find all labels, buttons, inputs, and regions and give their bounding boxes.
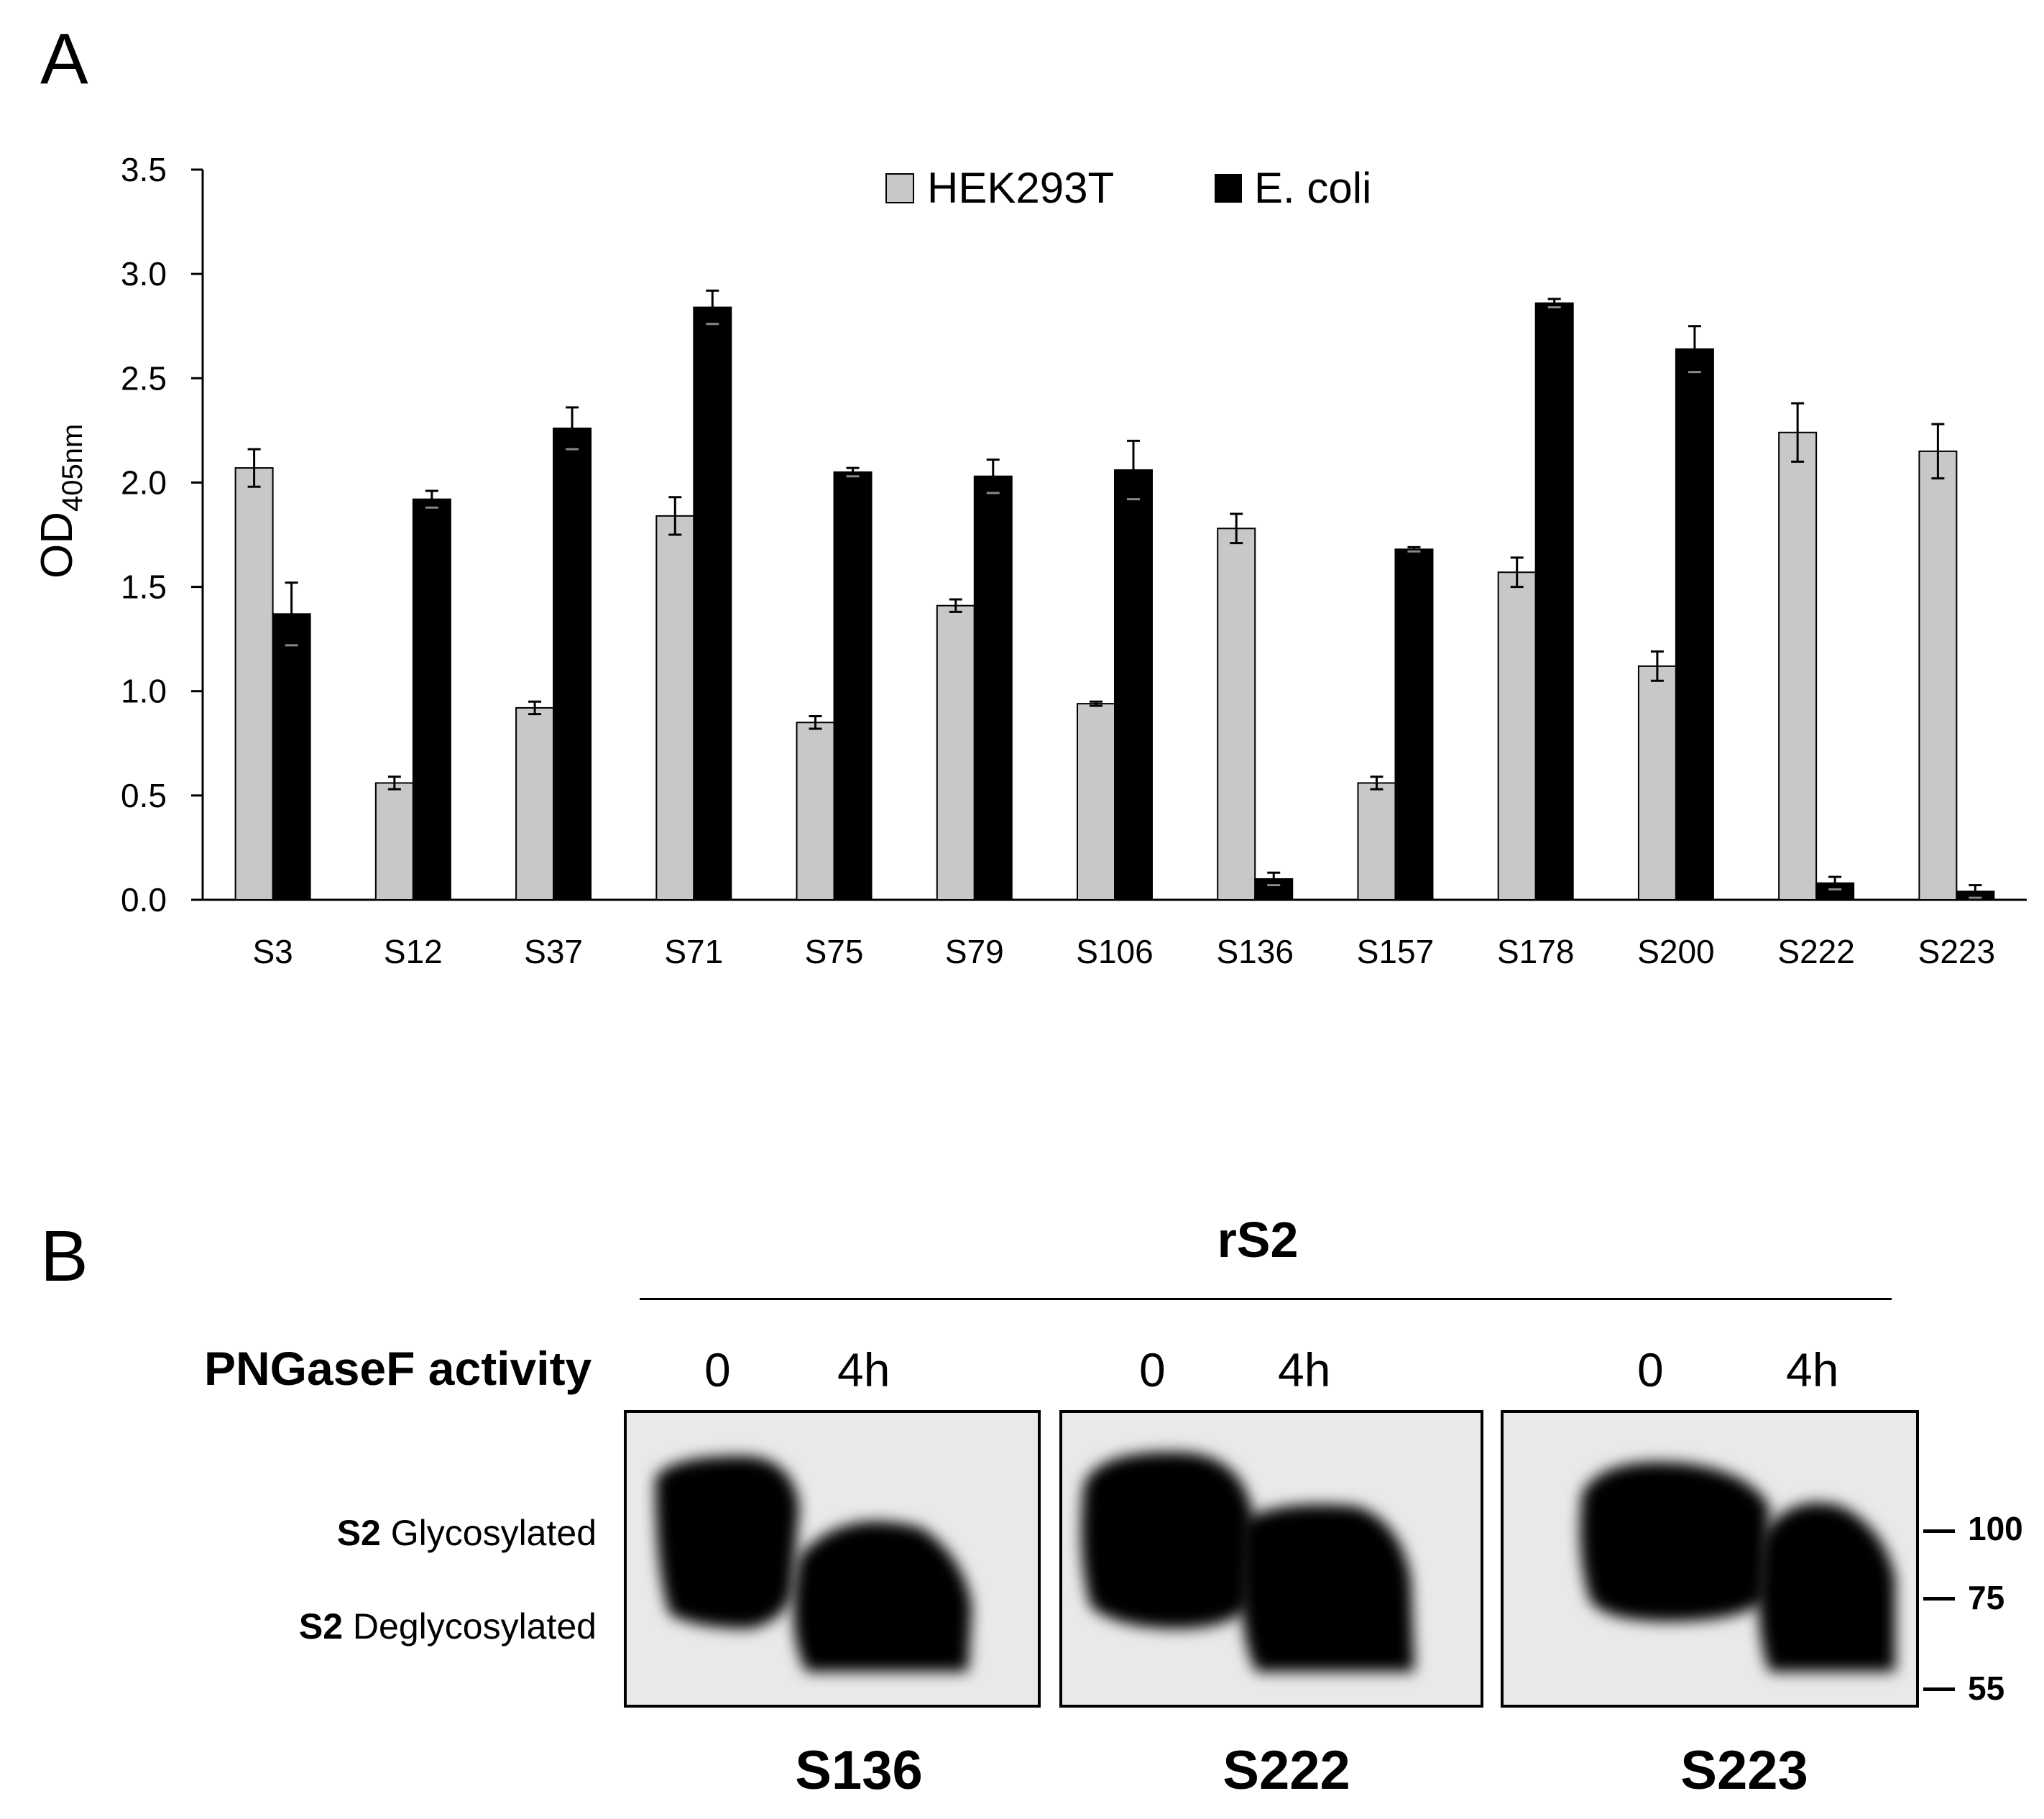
legend-label-ecoli: E. coli xyxy=(1254,164,1371,212)
band-deglycosylated xyxy=(1240,1504,1414,1672)
bar-hek293t-s3 xyxy=(234,467,274,901)
mw-label-75: 75 xyxy=(1968,1579,2005,1616)
bar-hek293t-s106 xyxy=(1077,703,1115,901)
bar-hek293t-s71 xyxy=(655,515,695,901)
bar-ecoli-s79 xyxy=(973,475,1013,901)
x-axis: S3 S12 S37 S71 S75 S79 S106 S136 S157 S178 S200 S22… xyxy=(203,898,2027,970)
time-label-s223-4h: 4h xyxy=(1786,1343,1839,1396)
y-tick-label: 2.0 xyxy=(121,464,167,501)
y-tick-label: 0.0 xyxy=(121,881,167,918)
x-tick-label: S136 xyxy=(1217,933,1294,970)
legend-label-hek293t: HEK293T xyxy=(927,164,1114,212)
bar-ecoli-s200 xyxy=(1675,348,1714,901)
bars xyxy=(234,302,1995,901)
x-tick-label: S200 xyxy=(1637,933,1714,970)
bar-chart: 0.00.51.01.52.02.53.03.5 S3 S12 S37 S71 S75 S… xyxy=(32,151,2027,970)
y-tick-label: 3.0 xyxy=(121,255,167,293)
y-axis-label: OD405nm xyxy=(32,424,88,579)
bar-ecoli-s106 xyxy=(1114,469,1153,901)
time-label-s136-4h: 4h xyxy=(837,1343,890,1396)
x-tick-label: S178 xyxy=(1497,933,1574,970)
bar-hek293t-s37 xyxy=(515,706,555,901)
y-axis-label-subscript: 405nm xyxy=(57,424,88,512)
band-glycosylated xyxy=(655,1456,799,1629)
y-tick-label: 3.5 xyxy=(121,151,167,188)
x-tick-label: S106 xyxy=(1076,933,1153,970)
sample-name-s136: S136 xyxy=(795,1740,923,1801)
x-tick-label: S75 xyxy=(805,933,864,970)
sample-name-s223: S223 xyxy=(1680,1740,1808,1801)
time-label-s222-0: 0 xyxy=(1139,1343,1166,1396)
band-deglycosylated xyxy=(1758,1503,1895,1672)
y-axis-label-main: OD xyxy=(32,512,82,579)
x-tick-label: S3 xyxy=(252,933,293,970)
x-tick-label: S37 xyxy=(524,933,583,970)
bar-hek293t-s75 xyxy=(796,722,835,901)
bar-ecoli-s157 xyxy=(1394,548,1434,901)
mw-label-100: 100 xyxy=(1968,1510,2023,1547)
y-axis: 0.0 0.5 1.0 1.5 2.0 2.5 3.0 3.5 xyxy=(121,151,204,918)
bar-ecoli-s71 xyxy=(693,306,732,901)
time-label-s136-0: 0 xyxy=(704,1343,731,1396)
bar-ecoli-s178 xyxy=(1534,302,1574,901)
blot-title-underline xyxy=(640,1298,1892,1300)
band-glycosylated xyxy=(1081,1452,1253,1629)
panel-a-label: A xyxy=(40,19,88,99)
x-tick-label: S79 xyxy=(945,933,1004,970)
time-label-s223-0: 0 xyxy=(1637,1343,1664,1396)
error-bars xyxy=(247,289,1982,899)
legend: HEK293T E. coli xyxy=(885,164,1371,212)
band-deglycosylated xyxy=(793,1521,972,1672)
bar-ecoli-s3 xyxy=(272,613,311,901)
mw-tick-55 xyxy=(1923,1687,1955,1691)
blot-title: rS2 xyxy=(1217,1212,1299,1268)
bar-hek293t-s223 xyxy=(1918,450,1958,901)
legend-swatch-ecoli xyxy=(1215,174,1242,203)
bar-ecoli-s75 xyxy=(833,471,873,901)
mw-label-55: 55 xyxy=(1968,1670,2005,1707)
y-tick-label: 2.5 xyxy=(121,359,167,397)
bar-hek293t-s157 xyxy=(1357,782,1396,901)
bar-ecoli-s37 xyxy=(553,427,592,901)
x-tick-label: S157 xyxy=(1357,933,1434,970)
bar-hek293t-s200 xyxy=(1637,665,1677,901)
bar-hek293t-s222 xyxy=(1778,431,1818,901)
y-tick-label: 1.5 xyxy=(121,568,167,606)
band-glycosylated xyxy=(1580,1462,1769,1621)
x-tick-label: S12 xyxy=(384,933,443,970)
bar-hek293t-s79 xyxy=(936,604,975,901)
legend-swatch-hek293t xyxy=(885,173,914,203)
time-label-s222-4h: 4h xyxy=(1278,1343,1331,1396)
mw-tick-100 xyxy=(1923,1529,1955,1533)
bar-hek293t-s12 xyxy=(374,782,414,901)
sample-name-s222: S222 xyxy=(1223,1740,1350,1801)
blot-panel-s223 xyxy=(1501,1410,1919,1708)
bar-hek293t-s136 xyxy=(1217,528,1256,901)
band-label-deglycosylated: S2 Deglycosylated xyxy=(298,1606,597,1647)
blot-panel-s136 xyxy=(624,1410,1041,1708)
bar-ecoli-s12 xyxy=(412,498,451,901)
bar-ecoli-s136 xyxy=(1254,878,1294,901)
band-label-glycosylated: S2 Glycosylated xyxy=(336,1513,597,1553)
y-tick-label: 1.0 xyxy=(121,673,167,710)
y-tick-label: 0.5 xyxy=(121,777,167,814)
x-tick-label: S222 xyxy=(1777,933,1854,970)
x-tick-label: S71 xyxy=(664,933,723,970)
mw-tick-75 xyxy=(1923,1597,1955,1601)
pngasef-activity-label: PNGaseF activity xyxy=(204,1342,592,1395)
panel-b-label: B xyxy=(40,1216,88,1297)
x-tick-label: S223 xyxy=(1918,933,1995,970)
blot-panel-s222 xyxy=(1059,1410,1483,1708)
bar-hek293t-s178 xyxy=(1497,571,1537,901)
